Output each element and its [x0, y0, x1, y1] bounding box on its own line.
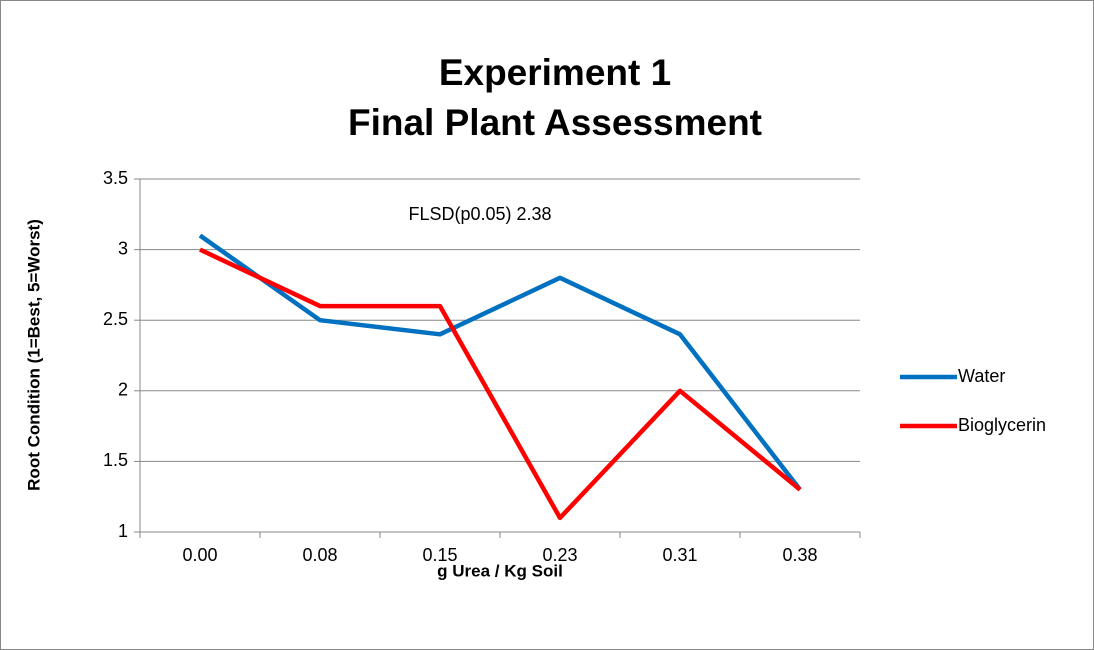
y-tick-label: 2	[118, 380, 128, 400]
chart-title: Experiment 1	[439, 52, 671, 93]
data-line	[198, 233, 802, 492]
x-tick-label: 0.00	[182, 545, 217, 565]
legend-label: Bioglycerin	[958, 415, 1046, 435]
y-axis-title: Root Condition (1=Best, 5=Worst)	[24, 219, 43, 491]
y-tick-label: 2.5	[103, 309, 128, 329]
x-tick-label: 0.23	[542, 545, 577, 565]
y-tick-label: 3	[118, 238, 128, 258]
y-tick-label: 1	[118, 521, 128, 541]
y-tick-label: 1.5	[103, 450, 128, 470]
x-tick-label: 0.15	[422, 545, 457, 565]
data-line	[199, 247, 802, 521]
x-tick-label: 0.31	[662, 545, 697, 565]
x-tick-label: 0.38	[782, 545, 817, 565]
annotation: FLSD(p0.05) 2.38	[408, 204, 551, 224]
y-tick-label: 3.5	[103, 168, 128, 188]
x-axis-title: g Urea / Kg Soil	[437, 561, 563, 580]
chart-subtitle: Final Plant Assessment	[348, 102, 762, 143]
legend-label: Water	[958, 366, 1005, 386]
x-tick-label: 0.08	[302, 545, 337, 565]
